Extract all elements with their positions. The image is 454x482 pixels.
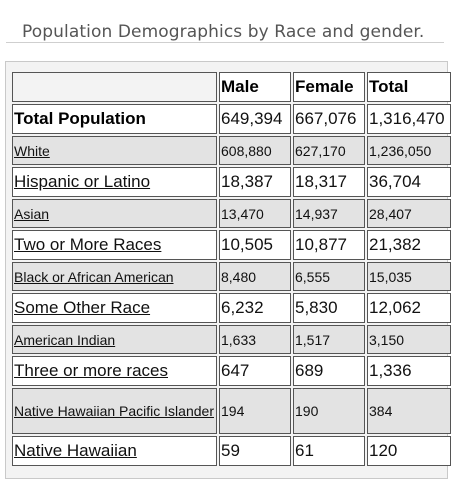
- male-cell: 649,394: [219, 104, 291, 134]
- total-cell: 36,704: [367, 167, 451, 197]
- table-row: Some Other Race 6,232 5,830 12,062: [12, 293, 451, 323]
- total-cell: 1,316,470: [367, 104, 451, 134]
- table-row: Hispanic or Latino 18,387 18,317 36,704: [12, 167, 451, 197]
- column-header-female: Female: [293, 72, 365, 102]
- row-label-cell: American Indian: [12, 325, 217, 354]
- total-cell: 21,382: [367, 230, 451, 260]
- table-row: Asian 13,470 14,937 28,407: [12, 199, 451, 228]
- female-cell: 627,170: [293, 136, 365, 165]
- row-label-link[interactable]: Native Hawaiian Pacific Islander: [14, 403, 214, 419]
- page-title: Population Demographics by Race and gend…: [22, 22, 425, 42]
- row-label-link[interactable]: Hispanic or Latino: [14, 172, 151, 191]
- row-label-cell: Some Other Race: [12, 293, 217, 323]
- total-cell: 15,035: [367, 262, 451, 291]
- total-cell: 1,336: [367, 356, 451, 386]
- total-cell: 28,407: [367, 199, 451, 228]
- title-bar: Population Demographics by Race and gend…: [6, 20, 444, 43]
- total-cell: 384: [367, 388, 451, 434]
- row-label-link[interactable]: Black or African American: [14, 268, 174, 285]
- male-cell: 8,480: [219, 262, 291, 291]
- female-cell: 5,830: [293, 293, 365, 323]
- female-cell: 18,317: [293, 167, 365, 197]
- table-row: Three or more races 647 689 1,336: [12, 356, 451, 386]
- row-label-cell: Three or more races: [12, 356, 217, 386]
- male-cell: 6,232: [219, 293, 291, 323]
- total-cell: 12,062: [367, 293, 451, 323]
- row-label-cell: Asian: [12, 199, 217, 228]
- male-cell: 1,633: [219, 325, 291, 354]
- male-cell: 13,470: [219, 199, 291, 228]
- table-row: Native Hawaiian Pacific Islander 194 190…: [12, 388, 451, 434]
- male-cell: 18,387: [219, 167, 291, 197]
- female-cell: 6,555: [293, 262, 365, 291]
- male-cell: 608,880: [219, 136, 291, 165]
- female-cell: 10,877: [293, 230, 365, 260]
- row-label-cell: Black or African American: [12, 262, 217, 291]
- row-label-link[interactable]: Two or More Races: [14, 235, 162, 254]
- row-label-cell: Native Hawaiian Pacific Islander: [12, 388, 217, 434]
- table-row: American Indian 1,633 1,517 3,150: [12, 325, 451, 354]
- female-cell: 689: [293, 356, 365, 386]
- female-cell: 667,076: [293, 104, 365, 134]
- female-cell: 14,937: [293, 199, 365, 228]
- female-cell: 61: [293, 436, 365, 466]
- total-cell: 120: [367, 436, 451, 466]
- column-header-male: Male: [219, 72, 291, 102]
- table-row: White 608,880 627,170 1,236,050: [12, 136, 451, 165]
- row-label-cell: White: [12, 136, 217, 165]
- header-corner: [12, 72, 217, 102]
- table-row: Native Hawaiian 59 61 120: [12, 436, 451, 466]
- female-cell: 1,517: [293, 325, 365, 354]
- row-label-cell: Native Hawaiian: [12, 436, 217, 466]
- row-label-link[interactable]: American Indian: [14, 331, 116, 348]
- row-label-link[interactable]: White: [14, 142, 50, 159]
- row-label-link[interactable]: Some Other Race: [14, 298, 151, 317]
- row-label-cell: Two or More Races: [12, 230, 217, 260]
- total-population-row: Total Population 649,394 667,076 1,316,4…: [12, 104, 451, 134]
- demographics-table: Male Female Total Total Population 649,3…: [10, 70, 453, 468]
- header-row: Male Female Total: [12, 72, 451, 102]
- table-row: Two or More Races 10,505 10,877 21,382: [12, 230, 451, 260]
- male-cell: 59: [219, 436, 291, 466]
- male-cell: 194: [219, 388, 291, 434]
- row-label-link[interactable]: Native Hawaiian: [14, 441, 137, 460]
- total-cell: 3,150: [367, 325, 451, 354]
- male-cell: 647: [219, 356, 291, 386]
- table-row: Black or African American 8,480 6,555 15…: [12, 262, 451, 291]
- male-cell: 10,505: [219, 230, 291, 260]
- row-label-link[interactable]: Three or more races: [14, 361, 168, 380]
- row-label-cell: Hispanic or Latino: [12, 167, 217, 197]
- row-label: Total Population: [12, 104, 217, 134]
- column-header-total: Total: [367, 72, 451, 102]
- row-label-link[interactable]: Asian: [14, 205, 50, 222]
- female-cell: 190: [293, 388, 365, 434]
- total-cell: 1,236,050: [367, 136, 451, 165]
